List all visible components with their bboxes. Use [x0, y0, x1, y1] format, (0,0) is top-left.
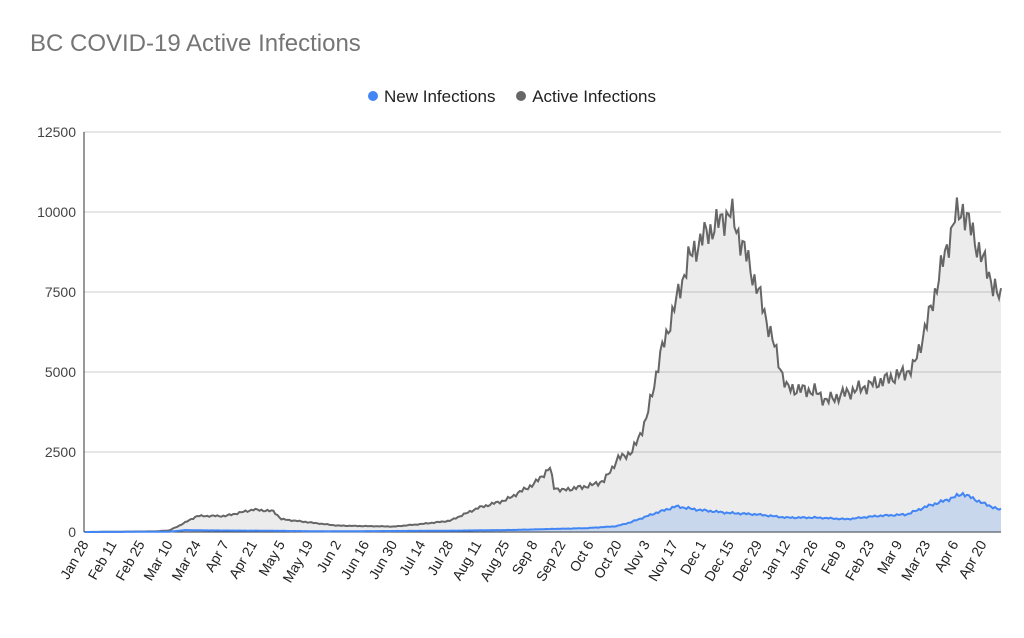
series-line-new-infections	[85, 491, 1002, 533]
x-tick-label: Jan 26	[786, 537, 821, 582]
x-tick-label: Mar 24	[168, 537, 204, 583]
x-tick-label: Apr 21	[225, 537, 260, 581]
legend-item-new[interactable]: New Infections	[367, 87, 495, 106]
legend: New Infections Active Infections	[0, 87, 1024, 107]
y-tick-label: 7500	[45, 284, 76, 300]
x-tick-label: Jul 14	[396, 537, 429, 578]
x-tick-label: Apr 20	[955, 537, 990, 581]
x-tick-label: Oct 20	[590, 537, 625, 581]
legend-dot-icon	[516, 91, 527, 101]
series-line-active-infections	[85, 197, 1002, 533]
y-tick-label: 5000	[45, 364, 76, 380]
legend-dot-icon	[367, 91, 378, 101]
x-tick-label: Mar 23	[898, 537, 934, 583]
y-tick-label: 12500	[37, 124, 76, 140]
legend-item-active[interactable]: Active Infections	[516, 87, 656, 106]
y-tick-label: 10000	[37, 204, 76, 220]
series-area-active-infections	[85, 197, 1001, 532]
y-tick-label: 2500	[45, 444, 76, 460]
series-area-new-infections	[85, 493, 1001, 532]
y-tick-label: 0	[68, 524, 76, 540]
chart-title: BC COVID-19 Active Infections	[30, 30, 361, 57]
x-tick-label: Jun 30	[365, 537, 400, 582]
